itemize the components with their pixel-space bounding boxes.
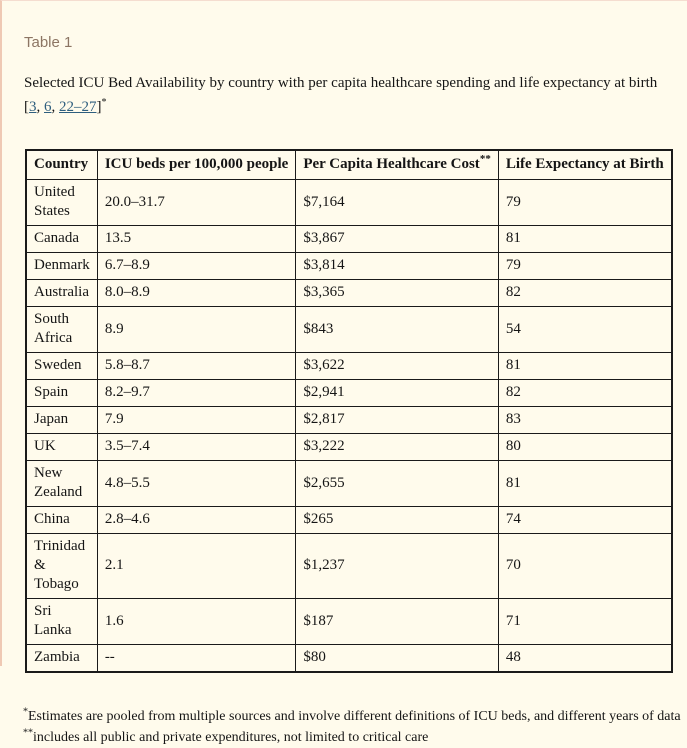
table-row: Australia 8.0–8.9 $3,365 82 — [25, 279, 673, 307]
cell-life-expectancy: 80 — [497, 433, 673, 461]
cell-icu-beds: 2.8–4.6 — [96, 506, 297, 534]
table-row: Spain 8.2–9.7 $2,941 82 — [25, 379, 673, 407]
cell-healthcare-cost: $3,365 — [295, 279, 499, 307]
reference-link[interactable]: 6 — [44, 99, 52, 115]
column-header-country-label: Country — [34, 156, 89, 172]
cell-icu-beds: 3.5–7.4 — [96, 433, 297, 461]
cell-icu-beds: 2.1 — [96, 533, 297, 599]
caption-text: Selected ICU Bed Availability by country… — [24, 75, 658, 115]
cell-icu-beds: 13.5 — [96, 225, 297, 253]
cell-country: Sri Lanka — [25, 598, 98, 645]
cell-country: South Africa — [25, 306, 98, 353]
cell-life-expectancy: 81 — [497, 225, 673, 253]
cell-country: New Zealand — [25, 460, 98, 507]
cell-life-expectancy: 70 — [497, 533, 673, 599]
cell-healthcare-cost: $265 — [295, 506, 499, 534]
cell-life-expectancy: 79 — [497, 252, 673, 280]
cell-country: Sweden — [25, 352, 98, 380]
table-row: UK 3.5–7.4 $3,222 80 — [25, 433, 673, 461]
cell-healthcare-cost: $3,867 — [295, 225, 499, 253]
table-row: Canada 13.5 $3,867 81 — [25, 225, 673, 253]
cell-icu-beds: 5.8–8.7 — [96, 352, 297, 380]
cell-life-expectancy: 54 — [497, 306, 673, 353]
caption-suffix: ] — [96, 99, 102, 115]
table-row: Trinidad & Tobago 2.1 $1,237 70 — [25, 533, 673, 599]
reference-link[interactable]: 3 — [29, 99, 37, 115]
cell-country: Spain — [25, 379, 98, 407]
column-header-icu-beds: ICU beds per 100,000 people — [96, 149, 297, 180]
cell-icu-beds: 20.0–31.7 — [96, 179, 297, 226]
table-row: New Zealand 4.8–5.5 $2,655 81 — [25, 460, 673, 507]
table-row: Japan 7.9 $2,817 83 — [25, 406, 673, 434]
cell-life-expectancy: 48 — [497, 644, 673, 673]
footnote-definitions: *Estimates are pooled from multiple sour… — [23, 706, 681, 727]
cell-country: Denmark — [25, 252, 98, 280]
cell-country: Zambia — [25, 644, 98, 673]
cell-healthcare-cost: $7,164 — [295, 179, 499, 226]
cell-healthcare-cost: $187 — [295, 598, 499, 645]
cell-healthcare-cost: $843 — [295, 306, 499, 353]
table-label: Table 1 — [24, 34, 73, 51]
footnote-marker: ** — [23, 727, 33, 739]
caption-footnote-marker: * — [101, 97, 107, 108]
cell-icu-beds: -- — [96, 644, 297, 673]
cell-life-expectancy: 74 — [497, 506, 673, 534]
cell-healthcare-cost: $2,941 — [295, 379, 499, 407]
cell-healthcare-cost: $3,814 — [295, 252, 499, 280]
cell-country: Trinidad & Tobago — [25, 533, 98, 599]
table-row: China 2.8–4.6 $265 74 — [25, 506, 673, 534]
cell-healthcare-cost: $80 — [295, 644, 499, 673]
cell-icu-beds: 8.0–8.9 — [96, 279, 297, 307]
cell-life-expectancy: 82 — [497, 279, 673, 307]
footnote-text: includes all public and private expendit… — [33, 730, 429, 745]
column-header-healthcare-cost-label: Per Capita Healthcare Cost — [303, 156, 480, 172]
table-row: United States 20.0–31.7 $7,164 79 — [25, 179, 673, 226]
cell-country: Japan — [25, 406, 98, 434]
cell-country: United States — [25, 179, 98, 226]
cell-icu-beds: 1.6 — [96, 598, 297, 645]
reference-link[interactable]: 22–27 — [59, 99, 97, 115]
cell-healthcare-cost: $3,622 — [295, 352, 499, 380]
cell-icu-beds: 8.9 — [96, 306, 297, 353]
table-row: Zambia -- $80 48 — [25, 644, 673, 673]
column-header-healthcare-cost: Per Capita Healthcare Cost** — [295, 149, 499, 180]
cell-country: Canada — [25, 225, 98, 253]
cell-country: China — [25, 506, 98, 534]
table-caption: Selected ICU Bed Availability by country… — [24, 71, 669, 119]
table-row: Sweden 5.8–8.7 $3,622 81 — [25, 352, 673, 380]
column-header-icu-beds-label: ICU beds per 100,000 people — [104, 156, 289, 172]
cell-healthcare-cost: $2,655 — [295, 460, 499, 507]
column-header-life-expectancy-label: Life Expectancy at Birth — [505, 156, 664, 172]
cell-life-expectancy: 81 — [497, 352, 673, 380]
cell-country: UK — [25, 433, 98, 461]
healthcare-cost-footnote-marker: ** — [479, 153, 491, 165]
table-row: Sri Lanka 1.6 $187 71 — [25, 598, 673, 645]
cell-life-expectancy: 81 — [497, 460, 673, 507]
footnote-expenditures: **includes all public and private expend… — [23, 727, 669, 748]
cell-icu-beds: 7.9 — [96, 406, 297, 434]
caption-reference-links: 3, 6, 22–27 — [29, 99, 97, 115]
cell-healthcare-cost: $3,222 — [295, 433, 499, 461]
table-footnotes: *Estimates are pooled from multiple sour… — [23, 706, 681, 748]
cell-icu-beds: 4.8–5.5 — [96, 460, 297, 507]
table-header-row: Country ICU beds per 100,000 people Per … — [25, 149, 673, 180]
cell-life-expectancy: 83 — [497, 406, 673, 434]
table-row: Denmark 6.7–8.9 $3,814 79 — [25, 252, 673, 280]
cell-icu-beds: 6.7–8.9 — [96, 252, 297, 280]
cell-life-expectancy: 71 — [497, 598, 673, 645]
cell-healthcare-cost: $2,817 — [295, 406, 499, 434]
cell-healthcare-cost: $1,237 — [295, 533, 499, 599]
column-header-country: Country — [25, 149, 98, 180]
cell-life-expectancy: 82 — [497, 379, 673, 407]
icu-beds-table: Country ICU beds per 100,000 people Per … — [25, 149, 673, 673]
column-header-life-expectancy: Life Expectancy at Birth — [497, 149, 673, 180]
cell-life-expectancy: 79 — [497, 179, 673, 226]
cell-icu-beds: 8.2–9.7 — [96, 379, 297, 407]
footnote-text: Estimates are pooled from multiple sourc… — [28, 709, 681, 724]
table-row: South Africa 8.9 $843 54 — [25, 306, 673, 353]
cell-country: Australia — [25, 279, 98, 307]
